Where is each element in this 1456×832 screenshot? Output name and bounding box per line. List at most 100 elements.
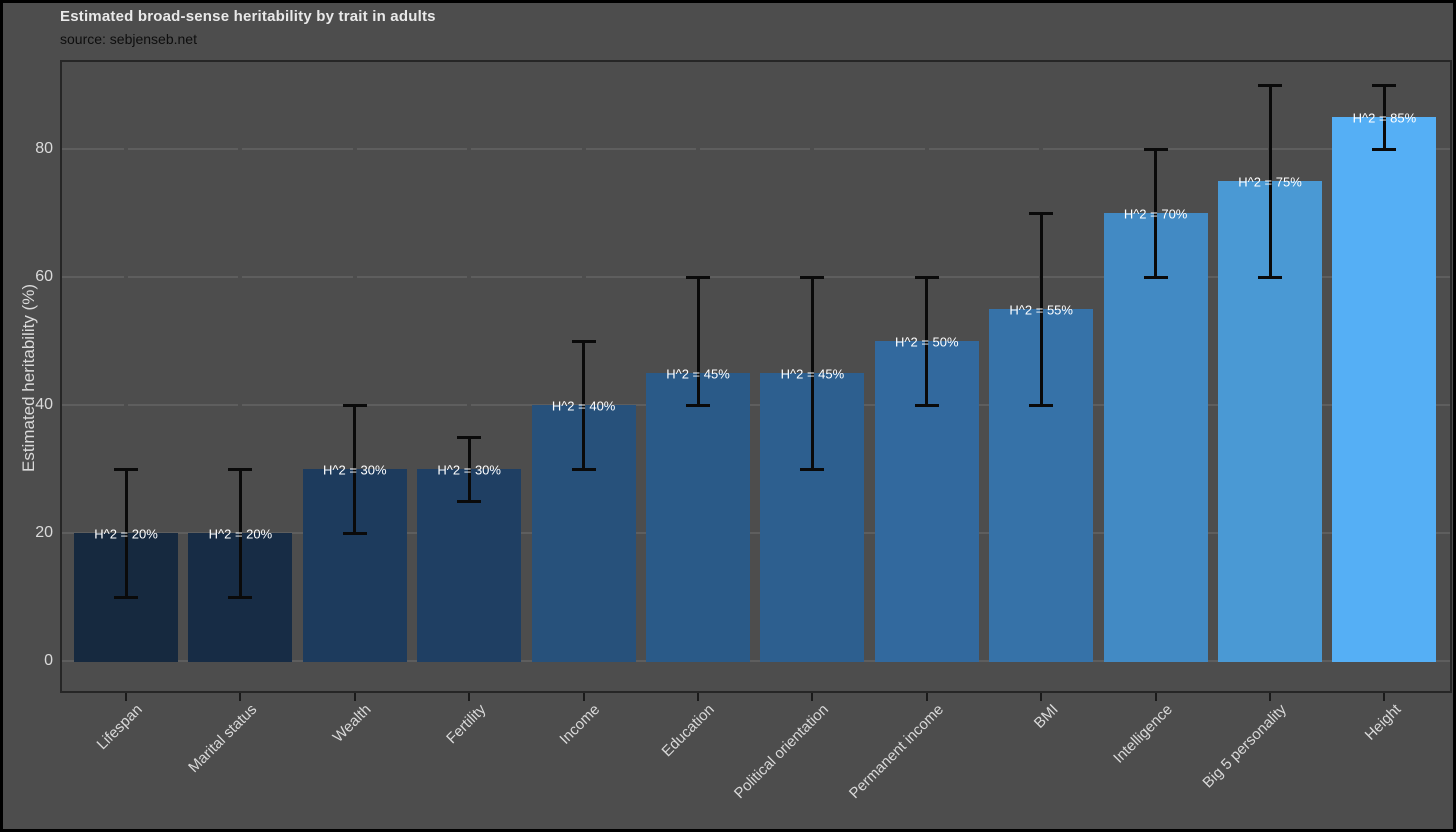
x-tick-label: Education: [658, 701, 719, 761]
bar-value-label: H^2 = 40%: [551, 398, 616, 414]
x-tick-mark: [1383, 693, 1386, 701]
error-bar-cap-bottom: [1372, 147, 1397, 151]
x-label-anchor: Marital status: [3, 701, 260, 776]
y-axis-title: Estimated heritability (%): [19, 284, 38, 473]
gridline-gap-line: [467, 62, 472, 691]
x-label-anchor: Big 5 personality: [978, 701, 1290, 791]
error-bar-cap-top: [1258, 83, 1282, 87]
error-bar-cap-bottom: [114, 595, 138, 599]
error-bar: [810, 277, 814, 469]
error-bar: [1039, 213, 1043, 405]
x-tick-mark: [925, 693, 928, 701]
error-bar: [238, 469, 242, 597]
gridline: [60, 532, 1452, 534]
x-label-anchor: Fertility: [177, 701, 489, 747]
error-bar-cap-top: [1029, 211, 1054, 215]
bar-value-label: H^2 = 30%: [323, 462, 387, 478]
error-bar: [1382, 85, 1386, 149]
x-tick-label: Permanent income: [845, 701, 947, 803]
error-bar-cap-top: [1143, 147, 1168, 151]
x-tick-label: Political orientation: [731, 701, 833, 803]
bar-value-label: H^2 = 45%: [666, 366, 730, 382]
bar-value-label: H^2 = 30%: [437, 462, 501, 478]
error-bar-cap-top: [114, 467, 138, 471]
x-tick-mark: [1269, 693, 1271, 701]
bar-value-label: H^2 = 50%: [895, 334, 959, 350]
gridline-gap-line: [124, 62, 128, 691]
gridline-gap-line: [352, 62, 357, 691]
x-tick-label: Wealth: [329, 701, 375, 746]
x-tick-mark: [1040, 693, 1043, 701]
gridline-gap-line: [238, 62, 243, 691]
x-label-anchor: Income: [292, 701, 604, 748]
error-bar-cap-bottom: [1029, 403, 1054, 407]
error-bar-cap-top: [1372, 83, 1397, 87]
x-tick-mark: [468, 693, 471, 701]
x-tick-label: Fertility: [443, 701, 490, 748]
x-label-anchor: Political orientation: [520, 701, 832, 802]
bar-value-label: H^2 = 45%: [780, 366, 845, 382]
x-tick-label: Intelligence: [1109, 701, 1176, 767]
x-tick-mark: [353, 693, 356, 701]
x-tick-label: Income: [556, 701, 604, 748]
error-bar-cap-bottom: [686, 403, 710, 407]
x-tick-label: Big 5 personality: [1199, 701, 1291, 792]
bar-value-label: H^2 = 20%: [208, 526, 273, 542]
error-bar-cap-bottom: [914, 403, 939, 407]
error-bar-cap-top: [571, 339, 596, 343]
error-bar: [925, 277, 929, 405]
error-bar-cap-top: [800, 275, 825, 279]
error-bar: [1268, 85, 1272, 277]
x-label-anchor: Intelligence: [864, 701, 1176, 767]
error-bar-cap-top: [457, 435, 482, 439]
x-label-anchor: Permanent income: [635, 701, 947, 802]
error-bar: [582, 341, 586, 469]
gridline: [60, 660, 1452, 662]
error-bar: [353, 405, 357, 533]
error-bar-cap-bottom: [571, 467, 596, 471]
x-tick-mark: [239, 693, 242, 701]
chart-title: Estimated broad-sense heritability by tr…: [60, 8, 436, 25]
error-bar: [124, 469, 128, 597]
x-tick-label: Height: [1361, 701, 1405, 744]
bar: [646, 373, 750, 662]
error-bar-cap-bottom: [1258, 275, 1282, 279]
x-tick-label: Lifespan: [93, 701, 147, 754]
bar-value-label: H^2 = 55%: [1009, 302, 1073, 318]
x-tick-mark: [811, 693, 814, 701]
error-bar-cap-top: [342, 403, 367, 407]
x-tick-label: Marital status: [185, 701, 261, 777]
gridline: [60, 404, 1452, 406]
error-bar-cap-bottom: [800, 467, 825, 471]
error-bar-cap-top: [914, 275, 939, 279]
x-tick-mark: [1154, 693, 1157, 701]
x-label-anchor: Wealth: [63, 701, 375, 746]
error-bar-cap-bottom: [228, 595, 253, 599]
error-bar: [1154, 149, 1158, 277]
x-tick-mark: [582, 693, 585, 701]
error-bar-cap-bottom: [457, 499, 482, 503]
plot-panel: H^2 = 20% H^2 = 20% H^2 = 30% H^2 = 30% H^2 …: [60, 60, 1452, 693]
gridline: [60, 276, 1452, 278]
x-tick-mark: [125, 693, 127, 701]
x-tick-mark: [697, 693, 699, 701]
error-bar-cap-top: [686, 275, 710, 279]
x-label-anchor: Education: [406, 701, 718, 760]
bar: [1332, 117, 1437, 662]
bar: [1103, 213, 1208, 662]
bar-value-label: H^2 = 20%: [94, 526, 158, 542]
error-bar: [467, 437, 471, 501]
x-label-anchor: Lifespan: [3, 701, 146, 753]
bar-value-label: H^2 = 85%: [1352, 110, 1417, 126]
chart-subtitle: source: sebjenseb.net: [60, 31, 197, 47]
error-bar-cap-bottom: [342, 531, 367, 535]
bar-value-label: H^2 = 70%: [1123, 206, 1188, 222]
error-bar-cap-top: [228, 467, 253, 471]
x-label-anchor: Height: [1092, 701, 1405, 744]
x-tick-label: BMI: [1030, 701, 1062, 732]
bar-value-label: H^2 = 75%: [1238, 174, 1302, 190]
error-bar-cap-bottom: [1143, 275, 1168, 279]
x-label-anchor: BMI: [749, 701, 1061, 732]
gridline: [60, 148, 1452, 150]
